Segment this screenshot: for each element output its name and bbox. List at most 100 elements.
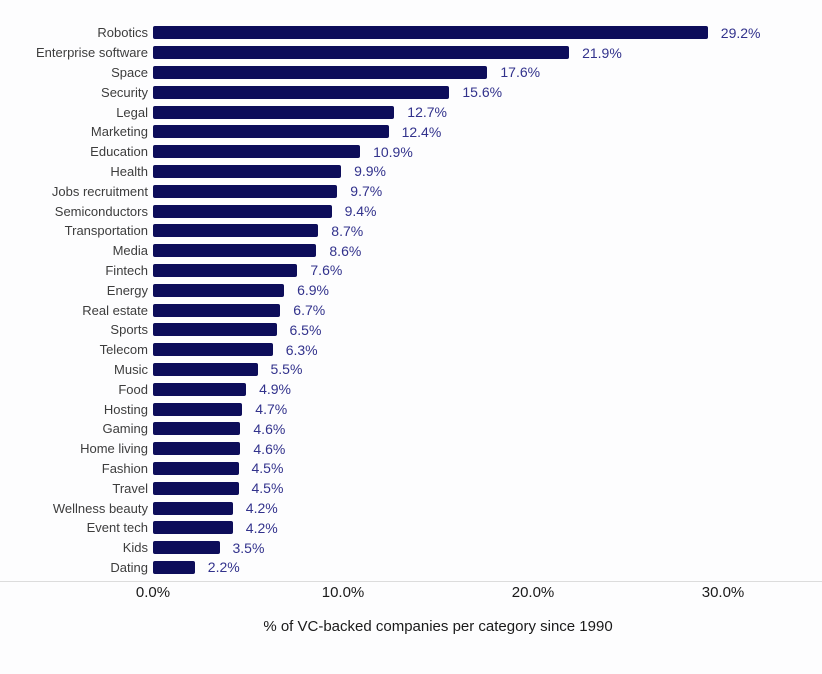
x-axis-line [0,581,822,582]
value-label: 6.7% [293,302,326,319]
x-axis-title: % of VC-backed companies per category si… [263,618,613,635]
category-label: Sports [110,322,148,338]
bar [153,204,332,218]
category-label: Robotics [97,25,148,41]
category-label: Jobs recruitment [51,183,148,199]
value-label: 7.6% [310,262,343,279]
x-tick-label: 20.0% [511,584,555,601]
bar-row: Fintech 7.6% [0,261,822,281]
bar [153,85,450,99]
x-tick-label: 0.0% [135,584,171,601]
bar [153,26,708,40]
category-label: Home living [80,441,148,457]
value-label: 9.4% [344,203,377,220]
bar [153,164,342,178]
value-label: 4.6% [253,440,286,457]
value-label: 4.5% [251,460,284,477]
value-label: 4.2% [245,500,278,517]
bar-row: Kids 3.5% [0,538,822,558]
bar-row: Robotics 29.2% [0,23,822,43]
category-label: Food [118,381,148,397]
bar-row: Enterprise software 21.9% [0,43,822,63]
value-label: 8.7% [331,222,364,239]
category-label: Real estate [82,302,148,318]
bar-row: Media 8.6% [0,241,822,261]
value-label: 9.7% [350,183,383,200]
category-label: Marketing [90,124,148,140]
bar-row: Space 17.6% [0,63,822,83]
bar-row: Health 9.9% [0,162,822,182]
bar [153,224,319,238]
category-label: Education [90,144,148,160]
bar-row: Food 4.9% [0,379,822,399]
bar [153,521,233,535]
bar [153,422,241,436]
bar [153,402,243,416]
bar-row: Real estate 6.7% [0,300,822,320]
bar [153,105,395,119]
bar-row: Energy 6.9% [0,280,822,300]
category-label: Health [110,163,148,179]
bar-row: Education 10.9% [0,142,822,162]
value-label: 6.5% [289,321,322,338]
value-label: 3.5% [232,539,265,556]
value-label: 4.7% [255,401,288,418]
bar-row: Hosting 4.7% [0,399,822,419]
category-label: Travel [112,480,148,496]
value-label: 12.4% [401,123,442,140]
bar-row: Home living 4.6% [0,439,822,459]
value-label: 9.9% [354,163,387,180]
value-label: 4.9% [259,381,292,398]
bar [153,481,239,495]
bar-row: Sports 6.5% [0,320,822,340]
bar-row: Gaming 4.6% [0,419,822,439]
category-label: Transportation [64,223,148,239]
value-label: 8.6% [329,242,362,259]
bar-row: Marketing 12.4% [0,122,822,142]
value-label: 4.6% [253,420,286,437]
value-label: 21.9% [582,44,622,61]
bar [153,461,239,475]
value-label: 5.5% [270,361,303,378]
bar-row: Dating 2.2% [0,558,822,578]
bar [153,442,241,456]
value-label: 6.3% [285,341,318,358]
bar [153,560,195,574]
value-label: 17.6% [500,64,541,81]
value-label: 10.9% [373,143,413,160]
category-label: Telecom [99,342,148,358]
category-label: Space [111,64,148,80]
bar [153,65,488,79]
category-label: Gaming [102,421,148,437]
category-label: Semiconductors [54,203,148,219]
bar [153,184,338,198]
bar-row: Event tech 4.2% [0,518,822,538]
bar-row: Music 5.5% [0,360,822,380]
category-label: Legal [116,104,148,120]
category-label: Enterprise software [36,45,148,61]
value-label: 4.2% [245,519,278,536]
bar [153,362,258,376]
bar [153,323,277,337]
value-label: 29.2% [720,24,761,41]
category-label: Fintech [105,262,148,278]
category-label: Event tech [86,520,148,536]
bar-row: Travel 4.5% [0,478,822,498]
bar [153,125,389,139]
bar [153,283,285,297]
category-label: Wellness beauty [52,500,148,516]
category-label: Fashion [101,460,148,476]
bar-rows-container: Robotics 29.2% Enterprise software 21.9% Spa… [0,23,822,577]
bar [153,145,361,159]
bar-row: Fashion 4.5% [0,459,822,479]
value-label: 2.2% [207,559,240,576]
value-label: 4.5% [251,480,284,497]
bar-row: Jobs recruitment 9.7% [0,181,822,201]
category-label: Media [112,243,148,259]
bar [153,541,220,555]
bar-row: Legal 12.7% [0,102,822,122]
category-label: Security [101,84,148,100]
category-label: Music [114,361,148,377]
bar-row: Telecom 6.3% [0,340,822,360]
